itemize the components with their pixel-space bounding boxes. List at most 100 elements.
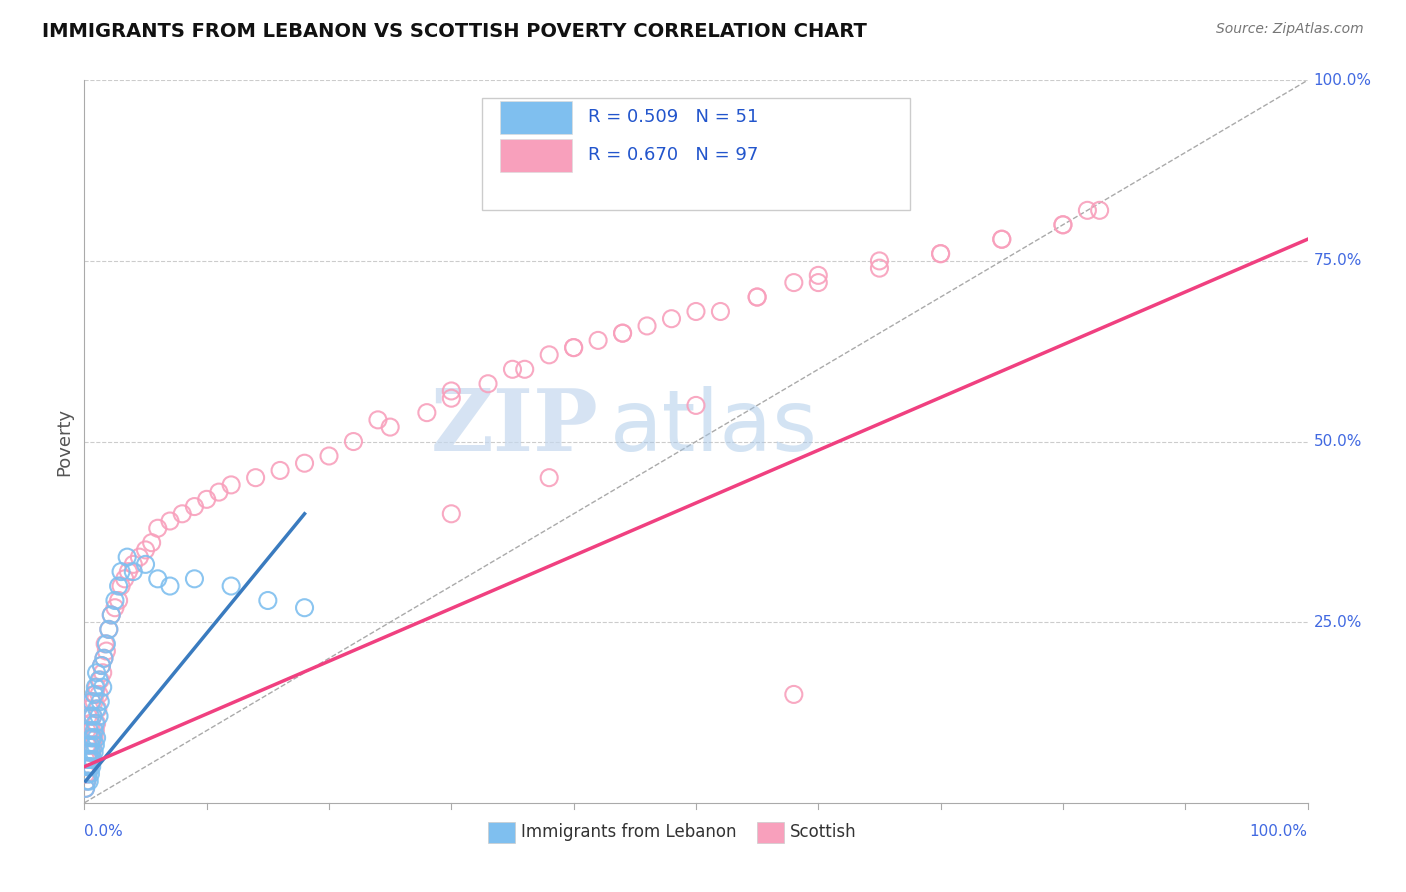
FancyBboxPatch shape xyxy=(488,822,515,843)
Point xyxy=(172,507,194,521)
Text: IMMIGRANTS FROM LEBANON VS SCOTTISH POVERTY CORRELATION CHART: IMMIGRANTS FROM LEBANON VS SCOTTISH POVE… xyxy=(42,22,868,41)
Point xyxy=(294,600,316,615)
Point xyxy=(96,644,118,658)
Point xyxy=(82,709,104,723)
Text: R = 0.509   N = 51: R = 0.509 N = 51 xyxy=(588,108,759,126)
Point xyxy=(89,673,111,687)
Point xyxy=(83,695,105,709)
Point xyxy=(87,702,110,716)
Point xyxy=(367,413,389,427)
Point xyxy=(107,579,129,593)
FancyBboxPatch shape xyxy=(758,822,785,843)
Point xyxy=(110,565,132,579)
Point xyxy=(869,261,891,276)
Point xyxy=(77,731,100,745)
Point xyxy=(79,738,101,752)
Point xyxy=(586,334,609,348)
Point xyxy=(84,738,107,752)
Point xyxy=(86,680,108,694)
Point xyxy=(79,716,101,731)
Text: 50.0%: 50.0% xyxy=(1313,434,1362,449)
Point xyxy=(79,709,101,723)
Point xyxy=(97,623,120,637)
Point xyxy=(77,760,100,774)
Point xyxy=(502,362,524,376)
Point xyxy=(100,607,122,622)
Point xyxy=(440,391,463,405)
Point xyxy=(269,463,291,477)
Point xyxy=(80,760,103,774)
Point xyxy=(219,478,242,492)
Point xyxy=(97,623,120,637)
Point xyxy=(141,535,163,549)
Point xyxy=(318,449,340,463)
Point xyxy=(117,565,139,579)
Text: R = 0.670   N = 97: R = 0.670 N = 97 xyxy=(588,146,759,164)
Point xyxy=(100,607,122,622)
Point xyxy=(86,665,108,680)
Point xyxy=(77,767,100,781)
Point xyxy=(76,774,98,789)
Point xyxy=(96,637,118,651)
Point xyxy=(84,687,107,701)
Point xyxy=(245,470,267,484)
Point xyxy=(159,579,181,593)
Point xyxy=(77,745,100,759)
Point xyxy=(183,572,205,586)
Point xyxy=(84,716,107,731)
Y-axis label: Poverty: Poverty xyxy=(55,408,73,475)
Point xyxy=(77,738,100,752)
Point xyxy=(77,774,100,789)
Point xyxy=(86,702,108,716)
Point xyxy=(122,558,145,572)
Point xyxy=(80,723,103,738)
Text: atlas: atlas xyxy=(610,385,818,468)
Point xyxy=(747,290,769,304)
Point xyxy=(562,341,585,355)
Point xyxy=(75,767,97,781)
Point xyxy=(93,651,115,665)
Text: 25.0%: 25.0% xyxy=(1313,615,1362,630)
Point xyxy=(87,673,110,687)
Point xyxy=(1052,218,1074,232)
Point xyxy=(94,637,117,651)
Point xyxy=(1076,203,1098,218)
Point xyxy=(83,723,105,738)
Point xyxy=(79,752,101,766)
Point xyxy=(75,781,97,796)
Point xyxy=(75,781,97,796)
Point xyxy=(416,406,439,420)
Point xyxy=(79,767,101,781)
Point xyxy=(869,253,891,268)
Point xyxy=(685,398,707,412)
Point xyxy=(77,745,100,759)
FancyBboxPatch shape xyxy=(501,101,572,134)
Text: ZIP: ZIP xyxy=(430,385,598,469)
Point xyxy=(146,572,169,586)
Point xyxy=(76,738,98,752)
Point xyxy=(685,304,707,318)
Point xyxy=(75,752,97,766)
Point xyxy=(783,276,806,290)
Point xyxy=(195,492,218,507)
Text: 100.0%: 100.0% xyxy=(1313,73,1372,87)
Point xyxy=(87,687,110,701)
Point xyxy=(135,558,157,572)
Point xyxy=(1088,203,1111,218)
Point xyxy=(135,542,157,557)
Point xyxy=(636,318,658,333)
Point xyxy=(82,738,104,752)
Point xyxy=(82,731,104,745)
Point xyxy=(90,658,112,673)
Point xyxy=(513,362,536,376)
Point xyxy=(80,745,103,759)
Point xyxy=(128,550,150,565)
Point xyxy=(114,572,136,586)
Point xyxy=(87,709,110,723)
Point xyxy=(93,651,115,665)
Point xyxy=(80,731,103,745)
Point xyxy=(991,232,1014,246)
Point xyxy=(709,304,731,318)
Point xyxy=(79,738,101,752)
Point xyxy=(661,311,683,326)
